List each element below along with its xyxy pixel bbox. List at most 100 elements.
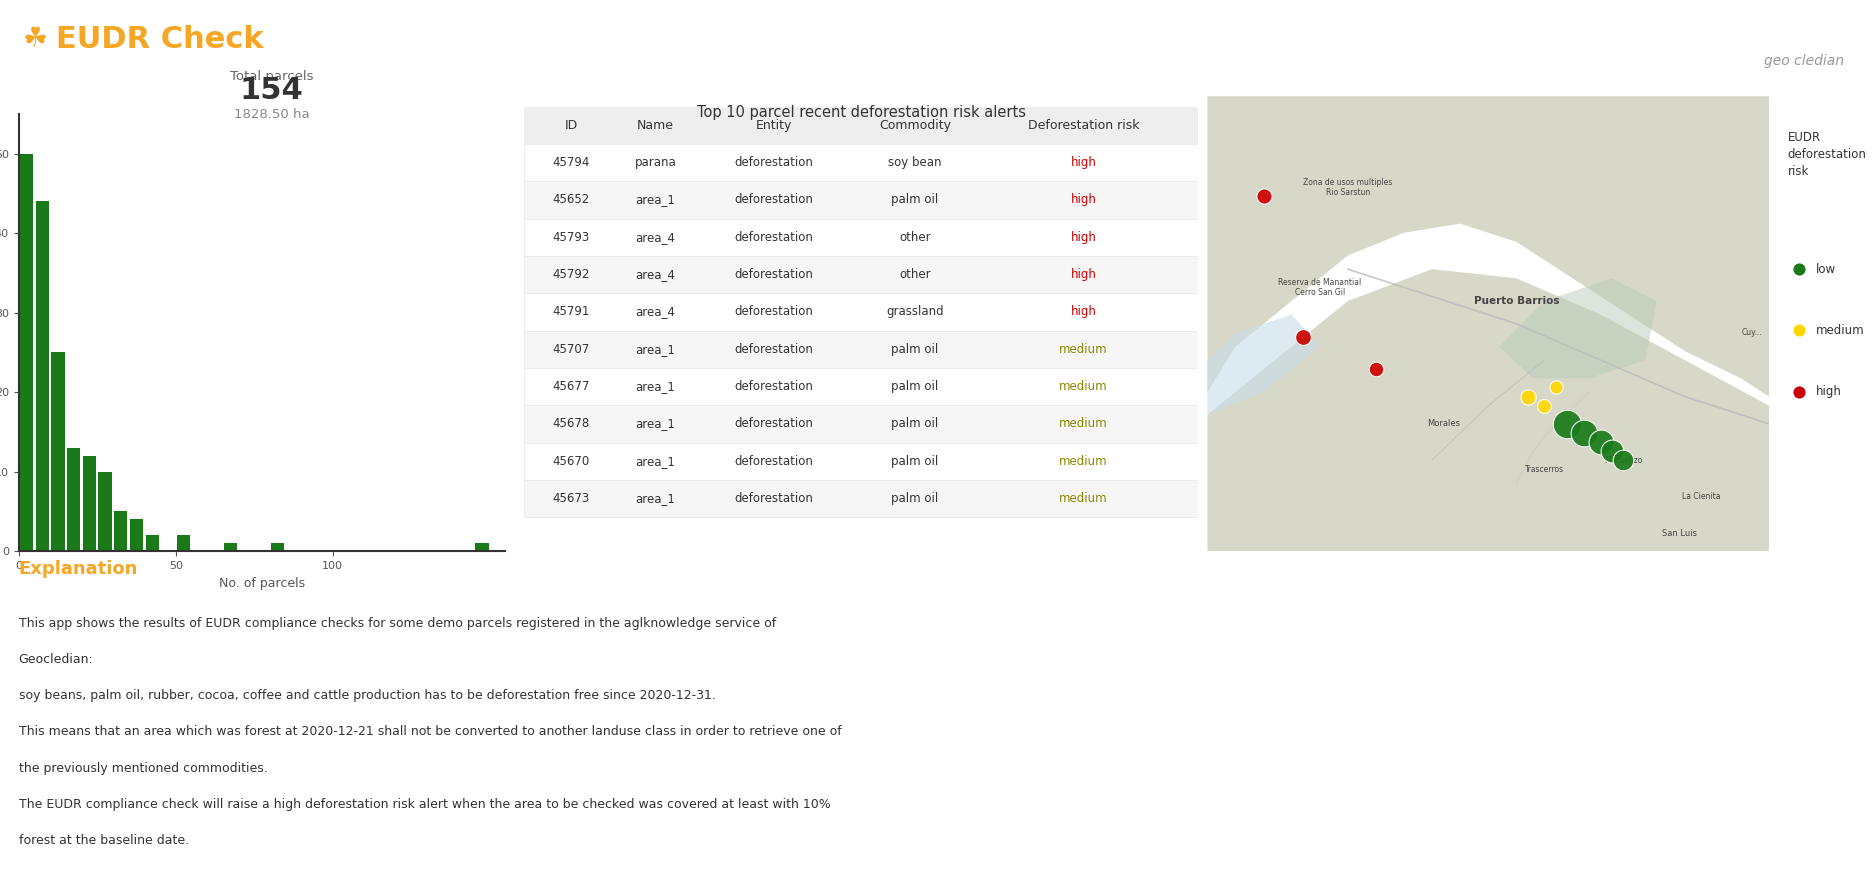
Bar: [146, 536, 159, 551]
Text: EUDR
deforestation
risk: EUDR deforestation risk: [1788, 131, 1866, 178]
FancyBboxPatch shape: [524, 144, 1198, 181]
Bar: [225, 543, 238, 551]
Text: other: other: [899, 268, 930, 281]
Point: [1569, 426, 1599, 440]
Text: Explanation: Explanation: [19, 560, 139, 578]
Bar: [67, 448, 80, 551]
Text: palm oil: palm oil: [891, 455, 938, 467]
Text: deforestation: deforestation: [734, 231, 812, 244]
Bar: [82, 456, 95, 551]
Point: [1784, 385, 1814, 399]
Text: The EUDR compliance check will raise a high deforestation risk alert when the ar: The EUDR compliance check will raise a h…: [19, 798, 831, 811]
Text: Morales: Morales: [1426, 419, 1460, 429]
Text: medium: medium: [1060, 343, 1108, 356]
Text: other: other: [899, 231, 930, 244]
Point: [1541, 381, 1571, 395]
FancyBboxPatch shape: [524, 443, 1198, 480]
Text: area_4: area_4: [636, 231, 676, 244]
Point: [1784, 323, 1814, 337]
Text: San Luis: San Luis: [1662, 528, 1696, 537]
Text: 45793: 45793: [552, 231, 590, 244]
Text: Reserva de Manantial
Cerro San Gil: Reserva de Manantial Cerro San Gil: [1279, 277, 1361, 297]
FancyBboxPatch shape: [524, 256, 1198, 293]
Text: Top 10 parcel recent deforestation risk alerts: Top 10 parcel recent deforestation risk …: [696, 105, 1026, 121]
Text: deforestation: deforestation: [734, 193, 812, 206]
Text: high: high: [1071, 193, 1097, 206]
Text: 45678: 45678: [552, 417, 590, 430]
Text: parana: parana: [635, 156, 676, 169]
Text: area_1: area_1: [636, 492, 676, 505]
Text: 45652: 45652: [552, 193, 590, 206]
Text: palm oil: palm oil: [891, 380, 938, 393]
Text: 45707: 45707: [552, 343, 590, 356]
Bar: [99, 472, 112, 551]
Text: 1828.50 ha: 1828.50 ha: [234, 108, 309, 121]
Text: palm oil: palm oil: [891, 343, 938, 356]
Text: 45677: 45677: [552, 380, 590, 393]
Text: soy beans, palm oil, rubber, cocoa, coffee and cattle production has to be defor: soy beans, palm oil, rubber, cocoa, coff…: [19, 690, 715, 702]
Bar: [51, 353, 66, 551]
Text: deforestation: deforestation: [734, 455, 812, 467]
Text: Total parcels: Total parcels: [230, 70, 313, 83]
Text: Geocledian:: Geocledian:: [19, 653, 94, 666]
Text: the previously mentioned commodities.: the previously mentioned commodities.: [19, 761, 268, 774]
Text: medium: medium: [1816, 324, 1865, 337]
Point: [1586, 435, 1616, 449]
Text: 45792: 45792: [552, 268, 590, 281]
Text: area_1: area_1: [636, 380, 676, 393]
Text: area_4: area_4: [636, 268, 676, 281]
Text: 45673: 45673: [552, 492, 590, 505]
Text: This app shows the results of EUDR compliance checks for some demo parcels regis: This app shows the results of EUDR compl…: [19, 617, 777, 630]
Text: palm oil: palm oil: [891, 492, 938, 505]
Text: area_1: area_1: [636, 193, 676, 206]
Bar: [114, 512, 127, 551]
Text: high: high: [1071, 305, 1097, 318]
Point: [1249, 189, 1279, 203]
Text: deforestation: deforestation: [734, 305, 812, 318]
Text: high: high: [1071, 268, 1097, 281]
Bar: [475, 543, 489, 551]
Text: medium: medium: [1060, 492, 1108, 505]
Point: [1529, 399, 1559, 413]
Text: ☘: ☘: [22, 25, 47, 53]
Point: [1513, 389, 1543, 403]
FancyBboxPatch shape: [524, 181, 1198, 219]
Text: deforestation: deforestation: [734, 380, 812, 393]
Text: EUDR Check: EUDR Check: [56, 24, 264, 54]
Bar: [129, 520, 142, 551]
Text: ID: ID: [565, 119, 578, 132]
Text: palm oil: palm oil: [891, 417, 938, 430]
Polygon shape: [1499, 278, 1657, 378]
Text: area_1: area_1: [636, 417, 676, 430]
Point: [1784, 262, 1814, 276]
X-axis label: No. of parcels: No. of parcels: [219, 577, 305, 590]
Text: 45791: 45791: [552, 305, 590, 318]
Point: [1608, 453, 1638, 467]
Polygon shape: [1207, 96, 1769, 396]
Bar: [271, 543, 285, 551]
Point: [1552, 416, 1582, 430]
Text: 45794: 45794: [552, 156, 590, 169]
Text: soy bean: soy bean: [889, 156, 942, 169]
Text: high: high: [1071, 156, 1097, 169]
Point: [1288, 331, 1318, 345]
Text: Puerto Barrios: Puerto Barrios: [1473, 296, 1559, 306]
Text: Name: Name: [636, 119, 674, 132]
Text: La Cienita: La Cienita: [1683, 492, 1720, 501]
Text: area_1: area_1: [636, 343, 676, 356]
Text: high: high: [1071, 231, 1097, 244]
Text: palm oil: palm oil: [891, 193, 938, 206]
Text: deforestation: deforestation: [734, 417, 812, 430]
Text: area_4: area_4: [636, 305, 676, 318]
Text: low: low: [1816, 262, 1836, 276]
Polygon shape: [1207, 270, 1769, 551]
Bar: [21, 153, 34, 551]
Text: Cuy...: Cuy...: [1741, 328, 1763, 338]
Point: [1597, 444, 1627, 458]
Text: grassland: grassland: [885, 305, 943, 318]
Bar: [36, 201, 49, 551]
Polygon shape: [1207, 315, 1320, 415]
Text: deforestation: deforestation: [734, 156, 812, 169]
FancyBboxPatch shape: [524, 219, 1198, 256]
Text: area_1: area_1: [636, 455, 676, 467]
